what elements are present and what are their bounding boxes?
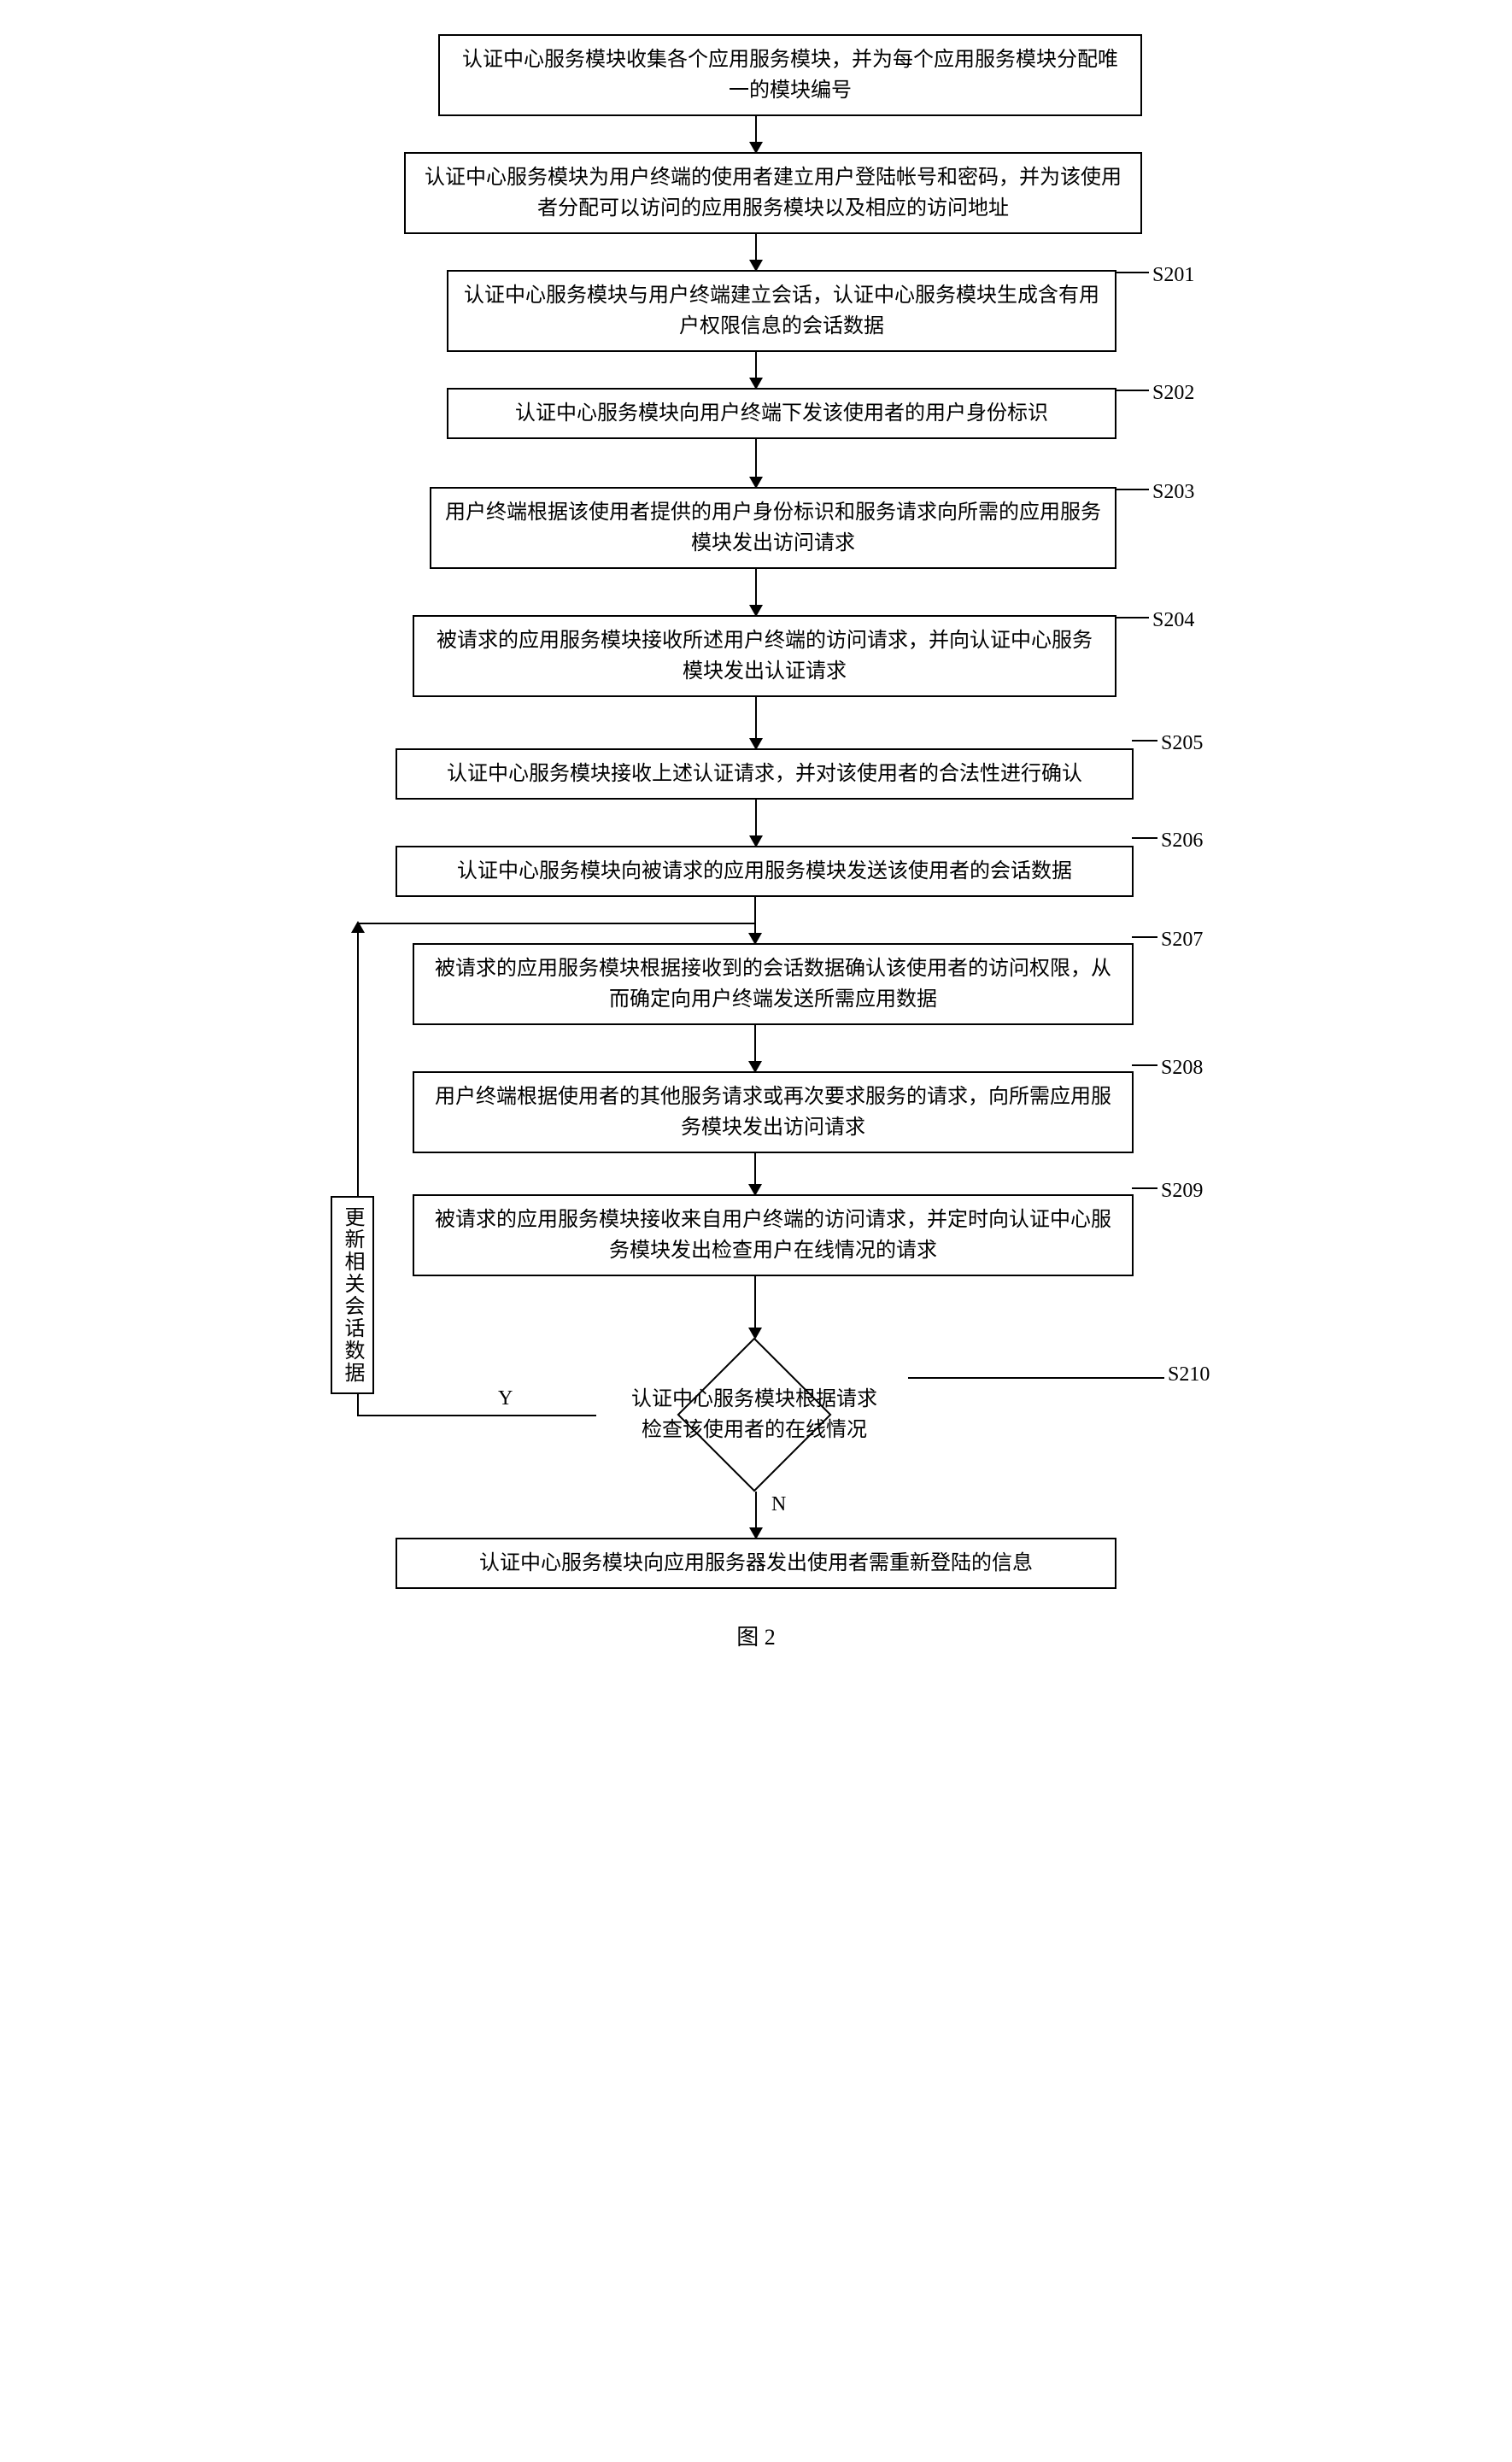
label-leader [1132, 740, 1157, 742]
arrow [755, 439, 757, 487]
label-s202: S202 [1152, 378, 1194, 408]
figure-caption: 图 2 [319, 1620, 1193, 1651]
step-pre2-text: 认证中心服务模块为用户终端的使用者建立用户登陆帐号和密码，并为该使用者分配可以访… [425, 167, 1122, 220]
step-pre1-text: 认证中心服务模块收集各个应用服务模块，并为每个应用服务模块分配唯一的模块编号 [462, 49, 1118, 102]
label-leader [1132, 936, 1157, 938]
feedback-column: 更新相关会话数据 [319, 897, 413, 1492]
step-s203: 用户终端根据该使用者提供的用户身份标识和服务请求向所需的应用服务模块发出访问请求… [430, 487, 1116, 569]
label-s208: S208 [1161, 1052, 1203, 1083]
arrow [755, 697, 757, 748]
side-box-text: 更新相关会话数据 [341, 1206, 363, 1384]
step-s202-text: 认证中心服务模块向用户终端下发该使用者的用户身份标识 [515, 402, 1048, 425]
label-s201: S201 [1152, 260, 1194, 290]
label-leader [1132, 1187, 1157, 1189]
label-leader [1132, 837, 1157, 839]
label-s206: S206 [1161, 825, 1203, 856]
label-s207: S207 [1161, 924, 1203, 955]
arrow [755, 800, 757, 846]
branch-y-label: Y [498, 1387, 513, 1410]
arrow [755, 1492, 757, 1538]
step-s204: 被请求的应用服务模块接收所述用户终端的访问请求，并向认证中心服务模块发出认证请求… [413, 615, 1116, 697]
arrow [754, 897, 756, 943]
step-s201-text: 认证中心服务模块与用户终端建立会话，认证中心服务模块生成含有用户权限信息的会话数… [464, 284, 1099, 337]
loop-section: 更新相关会话数据 被请求的应用服务模块根据接收到的会话数据确认该使用者的访问权限… [319, 897, 1193, 1492]
step-pre1: 认证中心服务模块收集各个应用服务模块，并为每个应用服务模块分配唯一的模块编号 [438, 34, 1142, 116]
loop-main-column: 被请求的应用服务模块根据接收到的会话数据确认该使用者的访问权限，从而确定向用户终… [413, 897, 1193, 1492]
side-box-update: 更新相关会话数据 [331, 1196, 374, 1394]
label-leader [1115, 272, 1149, 273]
step-s206-text: 认证中心服务模块向被请求的应用服务模块发送该使用者的会话数据 [457, 860, 1072, 882]
arrow [755, 116, 757, 152]
arrow [754, 1153, 756, 1194]
label-s204: S204 [1152, 605, 1194, 636]
label-leader [908, 1377, 1164, 1379]
step-reject: 认证中心服务模块向应用服务器发出使用者需重新登陆的信息 [396, 1538, 1116, 1589]
label-leader [1115, 617, 1149, 618]
step-s203-text: 用户终端根据该使用者提供的用户身份标识和服务请求向所需的应用服务模块发出访问请求 [445, 501, 1101, 554]
branch-y-line [357, 1415, 596, 1416]
step-s208: 用户终端根据使用者的其他服务请求或再次要求服务的请求，向所需应用服务模块发出访问… [413, 1071, 1134, 1153]
arrow [755, 569, 757, 615]
arrow [755, 352, 757, 388]
label-s205: S205 [1161, 728, 1203, 759]
arrow [754, 1025, 756, 1071]
decision-text-inner: 认证中心服务模块根据请求 检查该使用者的在线情况 [631, 1388, 877, 1441]
step-s206: 认证中心服务模块向被请求的应用服务模块发送该使用者的会话数据 S206 [396, 846, 1134, 897]
step-s209-text: 被请求的应用服务模块接收来自用户终端的访问请求，并定时向认证中心服务模块发出检查… [435, 1209, 1111, 1262]
label-leader [1132, 1064, 1157, 1066]
label-s209: S209 [1161, 1175, 1203, 1206]
branch-n-label: N [771, 1493, 786, 1516]
label-s203: S203 [1152, 477, 1194, 507]
arrow [755, 234, 757, 270]
arrow [754, 1276, 756, 1338]
step-s201: 认证中心服务模块与用户终端建立会话，认证中心服务模块生成含有用户权限信息的会话数… [447, 270, 1116, 352]
step-reject-text: 认证中心服务模块向应用服务器发出使用者需重新登陆的信息 [479, 1552, 1033, 1574]
step-s208-text: 用户终端根据使用者的其他服务请求或再次要求服务的请求，向所需应用服务模块发出访问… [435, 1086, 1111, 1139]
decision-s210: 认证中心服务模块根据请求 检查该使用者的在线情况 S210 Y N [413, 1338, 1193, 1492]
label-leader [1115, 489, 1149, 490]
step-pre2: 认证中心服务模块为用户终端的使用者建立用户登陆帐号和密码，并为该使用者分配可以访… [404, 152, 1142, 234]
step-s207-text: 被请求的应用服务模块根据接收到的会话数据确认该使用者的访问权限，从而确定向用户终… [435, 958, 1111, 1011]
step-s209: 被请求的应用服务模块接收来自用户终端的访问请求，并定时向认证中心服务模块发出检查… [413, 1194, 1134, 1276]
flowchart-root: 认证中心服务模块收集各个应用服务模块，并为每个应用服务模块分配唯一的模块编号 认… [319, 34, 1193, 1651]
step-s204-text: 被请求的应用服务模块接收所述用户终端的访问请求，并向认证中心服务模块发出认证请求 [437, 630, 1093, 683]
step-s207: 被请求的应用服务模块根据接收到的会话数据确认该使用者的访问权限，从而确定向用户终… [413, 943, 1134, 1025]
label-s210: S210 [1168, 1363, 1210, 1386]
step-s205-text: 认证中心服务模块接收上述认证请求，并对该使用者的合法性进行确认 [447, 763, 1082, 785]
decision-text: 认证中心服务模块根据请求 检查该使用者的在线情况 [631, 1384, 877, 1445]
label-leader [1115, 390, 1149, 391]
step-s205: 认证中心服务模块接收上述认证请求，并对该使用者的合法性进行确认 S205 [396, 748, 1134, 800]
step-s202: 认证中心服务模块向用户终端下发该使用者的用户身份标识 S202 [447, 388, 1116, 439]
